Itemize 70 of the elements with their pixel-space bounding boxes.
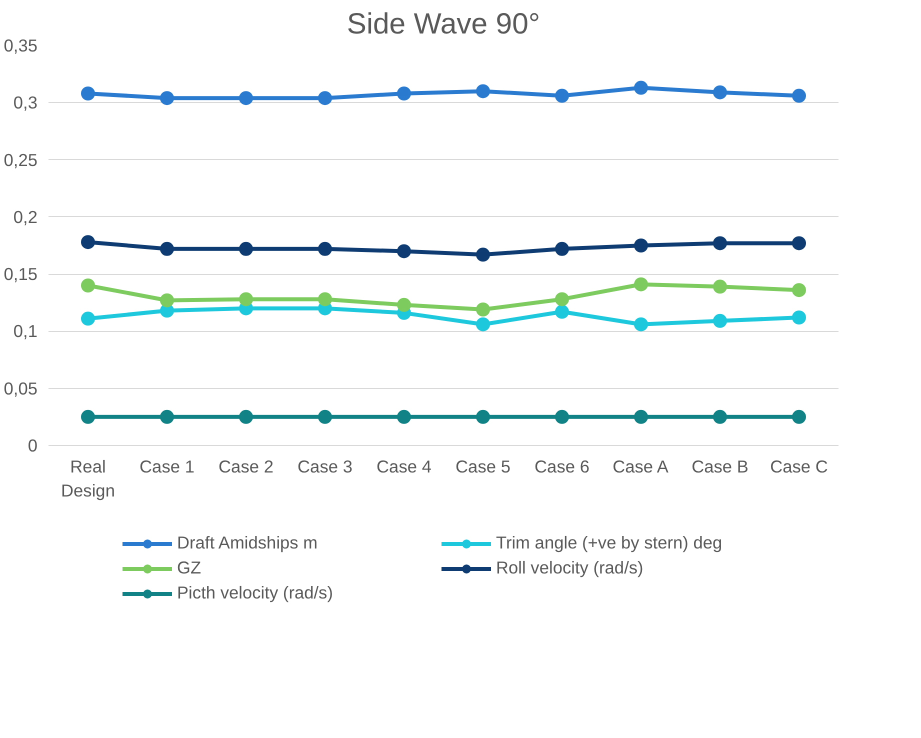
legend-label: Roll velocity (rad/s) [496,558,644,578]
legend-label: Trim angle (+ve by stern) deg [496,532,724,554]
y-tick-label: 0,15 [4,264,38,284]
point [318,242,332,256]
point [81,312,95,326]
point [713,410,727,424]
point [713,85,727,100]
point [160,293,174,308]
point [555,304,569,319]
x-tick-label: Case A [612,456,669,476]
point [713,236,727,250]
x-tick-label: Real Design [61,456,115,500]
point [397,298,411,312]
point [555,242,569,256]
x-tick-label: Case 5 [456,456,510,476]
x-tick-label: Case C [770,456,828,476]
point [239,242,253,256]
point [160,91,174,106]
point [634,317,648,332]
point [792,283,806,298]
point [81,410,95,424]
point [81,235,95,250]
point [792,236,806,250]
point [713,314,727,328]
x-tick-label: Case 1 [140,456,194,476]
point [239,91,253,106]
y-tick-label: 0,35 [4,36,38,56]
x-tick-label: Case 2 [218,456,274,476]
point [397,86,411,100]
y-tick-label: 0,3 [13,92,38,113]
point [160,242,174,256]
legend-label: GZ [177,558,202,578]
x-tick-label: Case 3 [298,456,352,476]
y-tick-label: 0,1 [13,321,38,342]
point [555,88,569,103]
y-tick-label: 0,2 [13,206,38,227]
point [239,410,253,424]
point [397,244,411,258]
point [713,280,727,294]
x-tick-label: Case 6 [534,456,590,476]
point [634,238,648,252]
point [160,410,174,424]
y-tick-label: 0,05 [4,378,38,398]
point [318,292,332,306]
point [318,410,332,424]
point [81,86,95,100]
point [555,292,569,306]
point [476,317,490,332]
point [476,248,490,262]
point [634,410,648,424]
point [792,88,806,103]
point [634,277,648,292]
point [476,302,490,316]
legend-label: Picth velocity (rad/s) [177,582,334,604]
x-tick-label: Case 4 [376,456,432,476]
point [239,292,253,306]
point [397,410,411,424]
y-tick-label: 0 [28,436,38,456]
point [634,80,648,95]
point [81,278,95,292]
point [555,410,569,424]
chart-title: Side Wave 90° [346,8,540,40]
point [476,410,490,424]
point [792,310,806,324]
point [318,91,332,106]
point [476,84,490,98]
y-tick-label: 0,25 [4,150,38,170]
x-tick-label: Case B [692,456,748,476]
point [792,410,806,424]
legend-label: Draft Amidships m [177,532,319,554]
